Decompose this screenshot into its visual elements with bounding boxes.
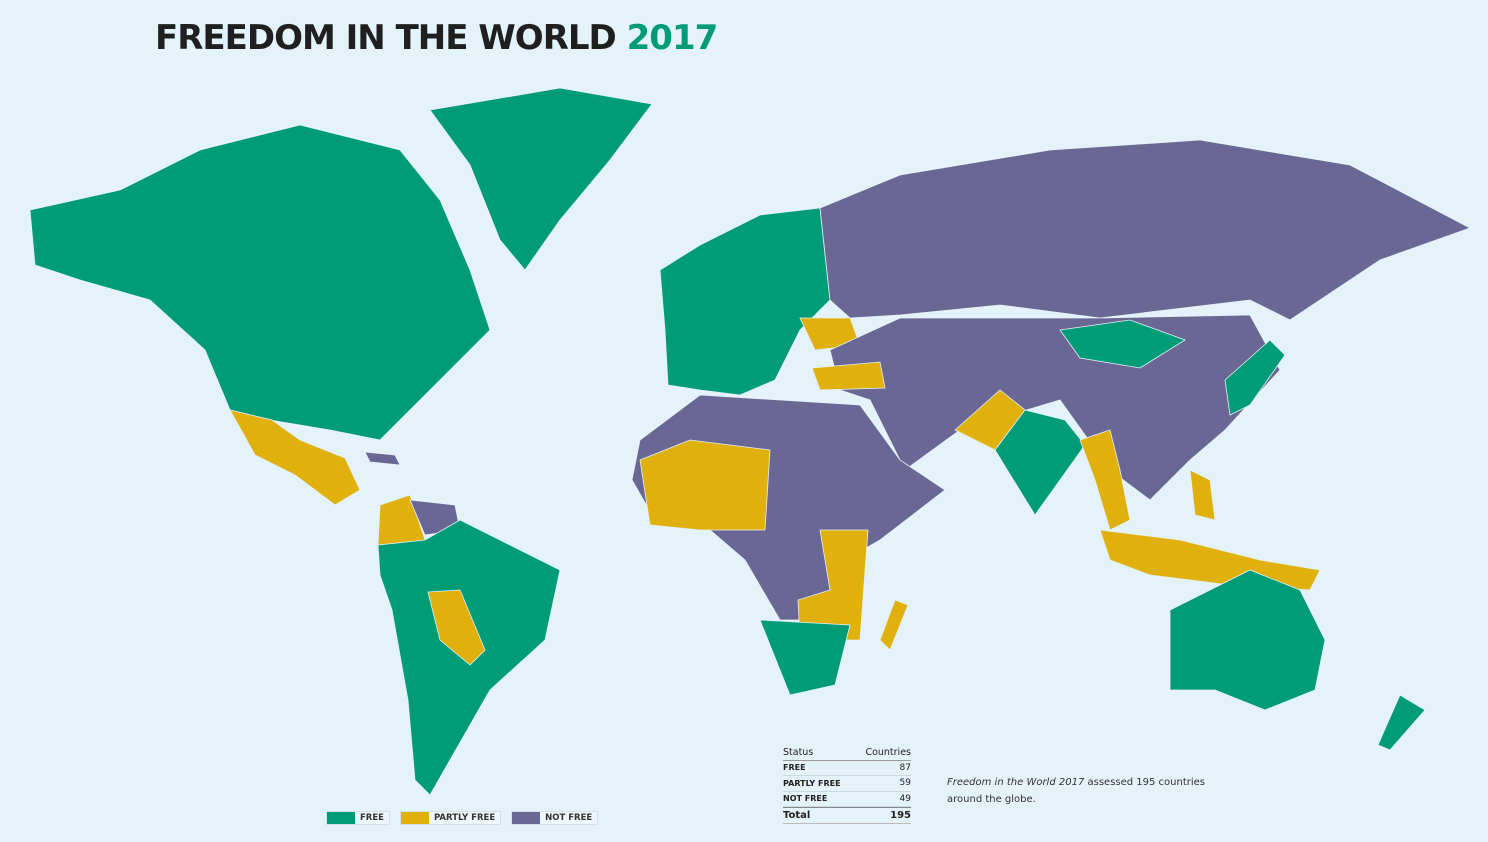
- region-greenland: [429, 87, 653, 271]
- note-line2: around the globe.: [947, 794, 1036, 805]
- map-legend: FREE PARTLY FREE NOT FREE: [326, 811, 599, 825]
- region-caribbean: [364, 451, 401, 466]
- region-asia-middle-east: [829, 314, 1281, 501]
- region-madagascar: [879, 599, 909, 651]
- region-russia: [819, 139, 1471, 321]
- table-row: NOT FREE 49: [783, 792, 911, 807]
- page-title: FREEDOM IN THE WORLD 2017: [155, 18, 719, 58]
- note-text: assessed 195 countries: [1084, 777, 1206, 788]
- region-japan-korea: [1224, 339, 1286, 416]
- legend-item-not-free: NOT FREE: [511, 811, 599, 825]
- legend-swatch: [400, 812, 429, 824]
- table-row: PARTLY FREE 59: [783, 776, 911, 792]
- header-countries: Countries: [865, 746, 911, 758]
- region-mongolia: [1059, 319, 1186, 369]
- assessment-note: Freedom in the World 2017 assessed 195 c…: [947, 774, 1205, 808]
- region-mexico-central-america: [229, 409, 361, 506]
- region-australia: [1169, 569, 1326, 711]
- region-philippines: [1189, 469, 1216, 521]
- table-total-row: Total 195: [783, 807, 911, 824]
- region-southeast-asia: [1079, 429, 1131, 531]
- legend-label: FREE: [360, 813, 384, 823]
- row-count: 59: [899, 778, 911, 789]
- row-count: 87: [899, 762, 911, 773]
- row-status: PARTLY FREE: [783, 778, 841, 788]
- title-text: FREEDOM IN THE WORLD: [155, 18, 617, 58]
- region-north-america: [29, 124, 491, 441]
- note-italic: Freedom in the World 2017: [947, 777, 1085, 788]
- table-row: FREE 87: [783, 761, 911, 776]
- legend-swatch: [327, 812, 355, 824]
- region-new-zealand: [1377, 694, 1426, 751]
- total-label: Total: [783, 809, 811, 821]
- legend-swatch: [512, 812, 541, 824]
- region-turkey: [811, 361, 886, 391]
- region-west-africa: [639, 439, 771, 531]
- row-status: NOT FREE: [783, 794, 828, 804]
- region-europe: [659, 207, 831, 396]
- region-india: [994, 409, 1086, 516]
- row-status: FREE: [783, 763, 806, 773]
- row-count: 49: [899, 793, 911, 804]
- region-bolivia: [427, 589, 486, 666]
- total-count: 195: [890, 809, 911, 821]
- title-year: 2017: [626, 18, 719, 58]
- region-indonesia: [1099, 529, 1321, 591]
- table-header: Status Countries: [783, 745, 911, 761]
- status-table: Status Countries FREE 87 PARTLY FREE 59 NOT…: [783, 745, 911, 824]
- legend-label: PARTLY FREE: [433, 813, 496, 823]
- legend-item-free: FREE: [326, 811, 390, 825]
- region-southern-africa: [759, 619, 851, 696]
- legend-item-partly-free: PARTLY FREE: [399, 811, 502, 825]
- header-status: Status: [783, 746, 814, 758]
- legend-label: NOT FREE: [545, 813, 593, 823]
